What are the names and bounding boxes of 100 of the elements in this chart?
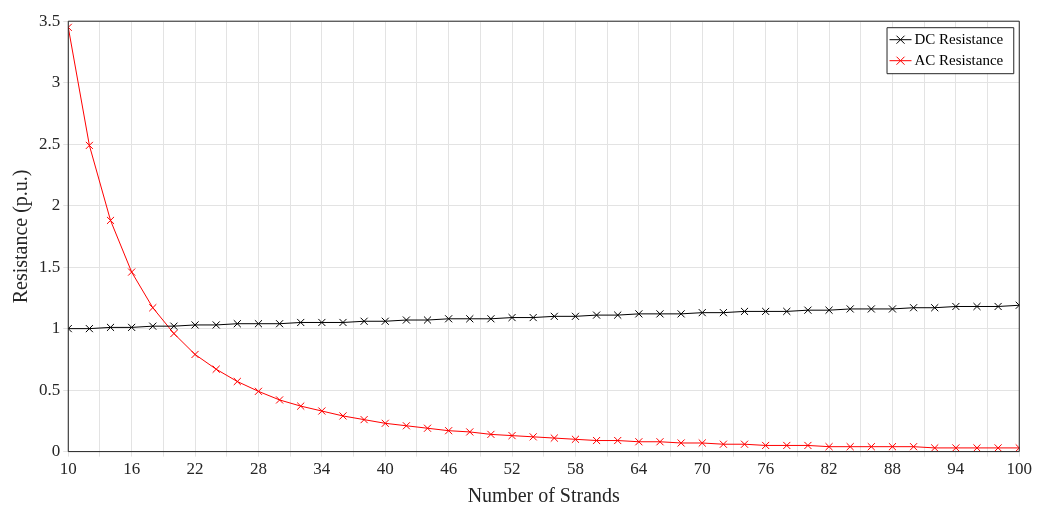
y-tick-label: 2	[51, 195, 61, 215]
x-tick-label: 52	[503, 459, 521, 479]
point	[423, 424, 432, 433]
point	[825, 306, 834, 315]
point	[655, 437, 665, 446]
point	[867, 304, 876, 313]
x-tick-label: 10	[59, 459, 77, 479]
point	[740, 307, 749, 316]
y-tick-label: 0	[51, 441, 61, 461]
y-tick-label: 3	[51, 72, 61, 92]
point	[148, 303, 157, 312]
point	[719, 440, 728, 449]
point	[254, 387, 263, 396]
point	[951, 443, 960, 452]
point	[106, 323, 115, 332]
x-tick-label: 46	[440, 459, 458, 479]
point	[212, 365, 221, 374]
point	[106, 216, 115, 225]
x-tick-label: 82	[820, 459, 838, 479]
point	[233, 319, 242, 328]
point	[381, 317, 390, 326]
x-tick-label: 88	[883, 459, 901, 479]
point	[951, 302, 960, 311]
point	[444, 314, 453, 323]
point	[994, 443, 1003, 452]
y-axis-title: Resistance (p.u.)	[9, 169, 33, 304]
point	[634, 309, 643, 318]
y-tick-label: 0.5	[39, 379, 61, 399]
point	[529, 313, 538, 322]
point	[571, 435, 580, 444]
x-tick-label: 40	[376, 459, 394, 479]
point	[360, 317, 369, 326]
x-tick-label: 64	[630, 459, 648, 479]
point	[275, 395, 284, 404]
point	[508, 313, 517, 322]
point	[698, 308, 707, 317]
y-tick-label: 1	[51, 318, 61, 338]
point	[486, 430, 495, 439]
point	[275, 319, 284, 328]
x-tick-label: 16	[123, 459, 141, 479]
point	[677, 309, 686, 318]
point	[423, 315, 432, 325]
x-tick-label: 94	[947, 459, 965, 479]
point	[846, 442, 855, 451]
point	[592, 436, 601, 445]
point	[191, 350, 200, 359]
point	[486, 314, 495, 323]
point	[972, 443, 982, 452]
x-tick-label: 34	[313, 459, 331, 479]
point	[613, 311, 622, 320]
point	[402, 421, 411, 430]
point	[85, 141, 94, 150]
point	[846, 304, 855, 313]
x-tick-label: 70	[693, 459, 711, 479]
x-tick-label: 58	[566, 459, 584, 479]
point	[972, 302, 982, 311]
legend-label: AC Resistance	[914, 51, 1004, 68]
point	[698, 438, 707, 448]
point	[803, 441, 812, 450]
x-tick-label: 28	[249, 459, 267, 479]
point	[444, 426, 453, 435]
y-tick-label: 1.5	[39, 256, 61, 276]
x-tick-label: 22	[186, 459, 204, 479]
point	[677, 438, 686, 448]
point	[212, 320, 221, 329]
y-tick-label: 2.5	[39, 133, 61, 153]
point	[571, 312, 580, 321]
point	[761, 441, 770, 450]
point	[191, 320, 200, 329]
point	[338, 318, 348, 327]
point	[613, 436, 622, 445]
point	[994, 302, 1003, 311]
point	[402, 315, 411, 325]
point	[592, 311, 601, 320]
point	[465, 314, 474, 323]
point	[888, 304, 897, 313]
point	[867, 442, 876, 451]
point	[825, 442, 834, 451]
point	[317, 318, 326, 327]
point	[888, 442, 897, 451]
point	[169, 322, 178, 331]
point	[254, 319, 263, 328]
point	[655, 309, 665, 318]
point	[360, 415, 369, 424]
point	[317, 406, 326, 416]
point	[529, 432, 538, 441]
x-axis-title: Number of Strands	[467, 484, 621, 507]
point	[550, 434, 559, 443]
point	[296, 318, 305, 327]
x-tick-label: 100	[1006, 459, 1032, 479]
point	[508, 431, 517, 440]
y-tick-label: 3.5	[39, 10, 61, 30]
point	[550, 312, 559, 321]
point	[909, 303, 918, 312]
point	[465, 427, 474, 436]
point	[634, 437, 643, 446]
point	[127, 268, 136, 277]
point	[740, 440, 749, 449]
point	[761, 307, 770, 316]
point	[381, 419, 390, 428]
